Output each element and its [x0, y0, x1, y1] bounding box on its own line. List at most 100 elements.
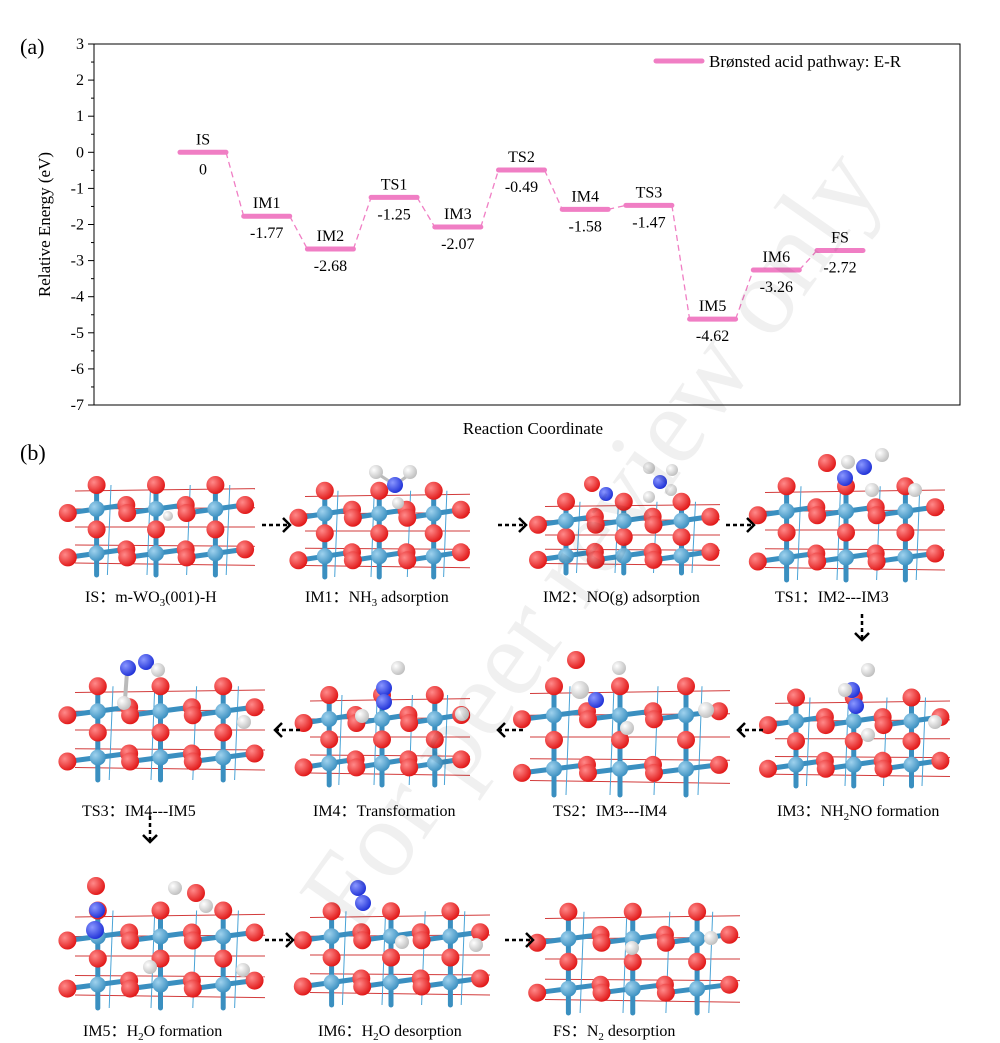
- state-value-IM4: -1.58: [569, 218, 602, 235]
- caption-IM6: IM6：H2O desorption: [318, 1017, 462, 1043]
- atom-W: [903, 756, 920, 773]
- state-value-IM5: -4.62: [696, 328, 729, 345]
- atom-W: [383, 928, 399, 945]
- arrow-head: [525, 932, 535, 948]
- atom-O: [398, 551, 417, 570]
- atom-O: [837, 523, 855, 542]
- caption-IM1: IM1：NH3 adsorption: [305, 583, 449, 609]
- lattice-line: [74, 689, 266, 693]
- atom-W: [89, 703, 106, 720]
- atom-O: [557, 492, 575, 511]
- atom-O: [293, 977, 312, 996]
- atom-O: [787, 732, 805, 751]
- atom-O: [353, 977, 372, 996]
- caption-text: NO(g) adsorption: [586, 589, 700, 606]
- atom-O: [412, 931, 431, 950]
- lattice-line: [108, 686, 114, 781]
- atom-O: [777, 523, 796, 542]
- atom-O: [777, 477, 796, 496]
- lattice-line: [774, 756, 951, 759]
- lattice-line: [544, 978, 741, 982]
- atom-O: [808, 552, 827, 571]
- atom-W: [425, 505, 442, 522]
- atom-H: [151, 663, 165, 677]
- atom-O: [701, 507, 720, 526]
- connector-line: [416, 197, 436, 228]
- atom-H: [236, 963, 250, 977]
- state-value-IS: 0: [199, 161, 207, 178]
- arrow-head: [736, 722, 746, 738]
- atom-O: [343, 551, 362, 570]
- caption-text: Transformation: [356, 803, 456, 820]
- y-axis-label: Relative Energy (eV): [35, 152, 54, 297]
- atom-O: [87, 520, 106, 539]
- state-value-TS2: -0.49: [505, 179, 538, 196]
- structure-TS2: [513, 651, 731, 798]
- atom-W: [689, 980, 706, 997]
- structure-IS: [58, 476, 256, 578]
- lattice-line: [74, 975, 266, 978]
- caption-text: 3: [371, 597, 378, 610]
- atom-O: [206, 520, 225, 539]
- atom-O: [373, 730, 391, 749]
- caption-text: O formation: [143, 1023, 223, 1040]
- lattice-line: [443, 694, 449, 786]
- atom-W: [321, 755, 338, 772]
- arrow-im6-fs: [505, 932, 535, 948]
- atom-O: [87, 476, 106, 494]
- atom-O: [315, 524, 334, 543]
- atom-H: [168, 881, 182, 895]
- atom-O: [586, 515, 605, 534]
- atom-O: [614, 527, 633, 546]
- atom-N: [120, 660, 136, 676]
- lattice-line: [544, 548, 721, 551]
- atom-W: [903, 713, 920, 730]
- energy-profile-chart: 3 2 1 0 -1 -2 -3 -4 -5 -6 -7 Reaction Coordinate Rel…: [35, 36, 961, 438]
- connector-line: [671, 205, 691, 320]
- atom-H: [469, 938, 483, 952]
- atom-O: [151, 677, 170, 696]
- caption-text: H: [126, 1023, 139, 1040]
- atom-H: [625, 941, 639, 955]
- atom-O: [545, 730, 563, 749]
- atom-W: [678, 760, 694, 777]
- atom-H: [841, 455, 855, 469]
- atom-O: [844, 732, 863, 751]
- atom-O: [759, 759, 777, 778]
- atom-H: [704, 931, 718, 945]
- atom-O: [121, 752, 140, 771]
- atom-O: [874, 759, 893, 778]
- atom-O: [557, 527, 575, 546]
- lattice-line: [74, 913, 266, 918]
- state-label-IM4: IM4: [571, 188, 599, 205]
- atom-O: [58, 706, 77, 725]
- lattice-line: [304, 493, 471, 497]
- atom-O: [672, 492, 691, 511]
- structure-IM2: [529, 462, 721, 576]
- atom-W: [89, 976, 106, 993]
- atom-O: [151, 949, 170, 968]
- atom-O: [118, 504, 137, 522]
- atom-O: [559, 902, 578, 921]
- lattice-line: [691, 501, 696, 574]
- lattice-line: [529, 758, 731, 761]
- atom-O: [471, 923, 490, 942]
- atom-W: [215, 749, 232, 766]
- plot-frame: [93, 43, 961, 406]
- atom-N: [848, 698, 864, 714]
- state-label-TS2: TS2: [508, 149, 535, 166]
- state-value-IM3: -2.07: [441, 236, 474, 253]
- atom-O: [748, 552, 767, 571]
- atom-W: [778, 503, 795, 520]
- atom-H: [237, 715, 251, 729]
- atom-H: [698, 702, 714, 718]
- caption-text: 2: [843, 811, 850, 824]
- atom-W: [152, 749, 169, 766]
- atom-O: [645, 763, 663, 782]
- atom-W: [845, 756, 862, 773]
- atom-W: [678, 707, 694, 724]
- lattice-line: [764, 567, 946, 571]
- atom-N: [138, 654, 154, 670]
- atom-O: [808, 506, 827, 525]
- caption-text: NO formation: [849, 803, 940, 820]
